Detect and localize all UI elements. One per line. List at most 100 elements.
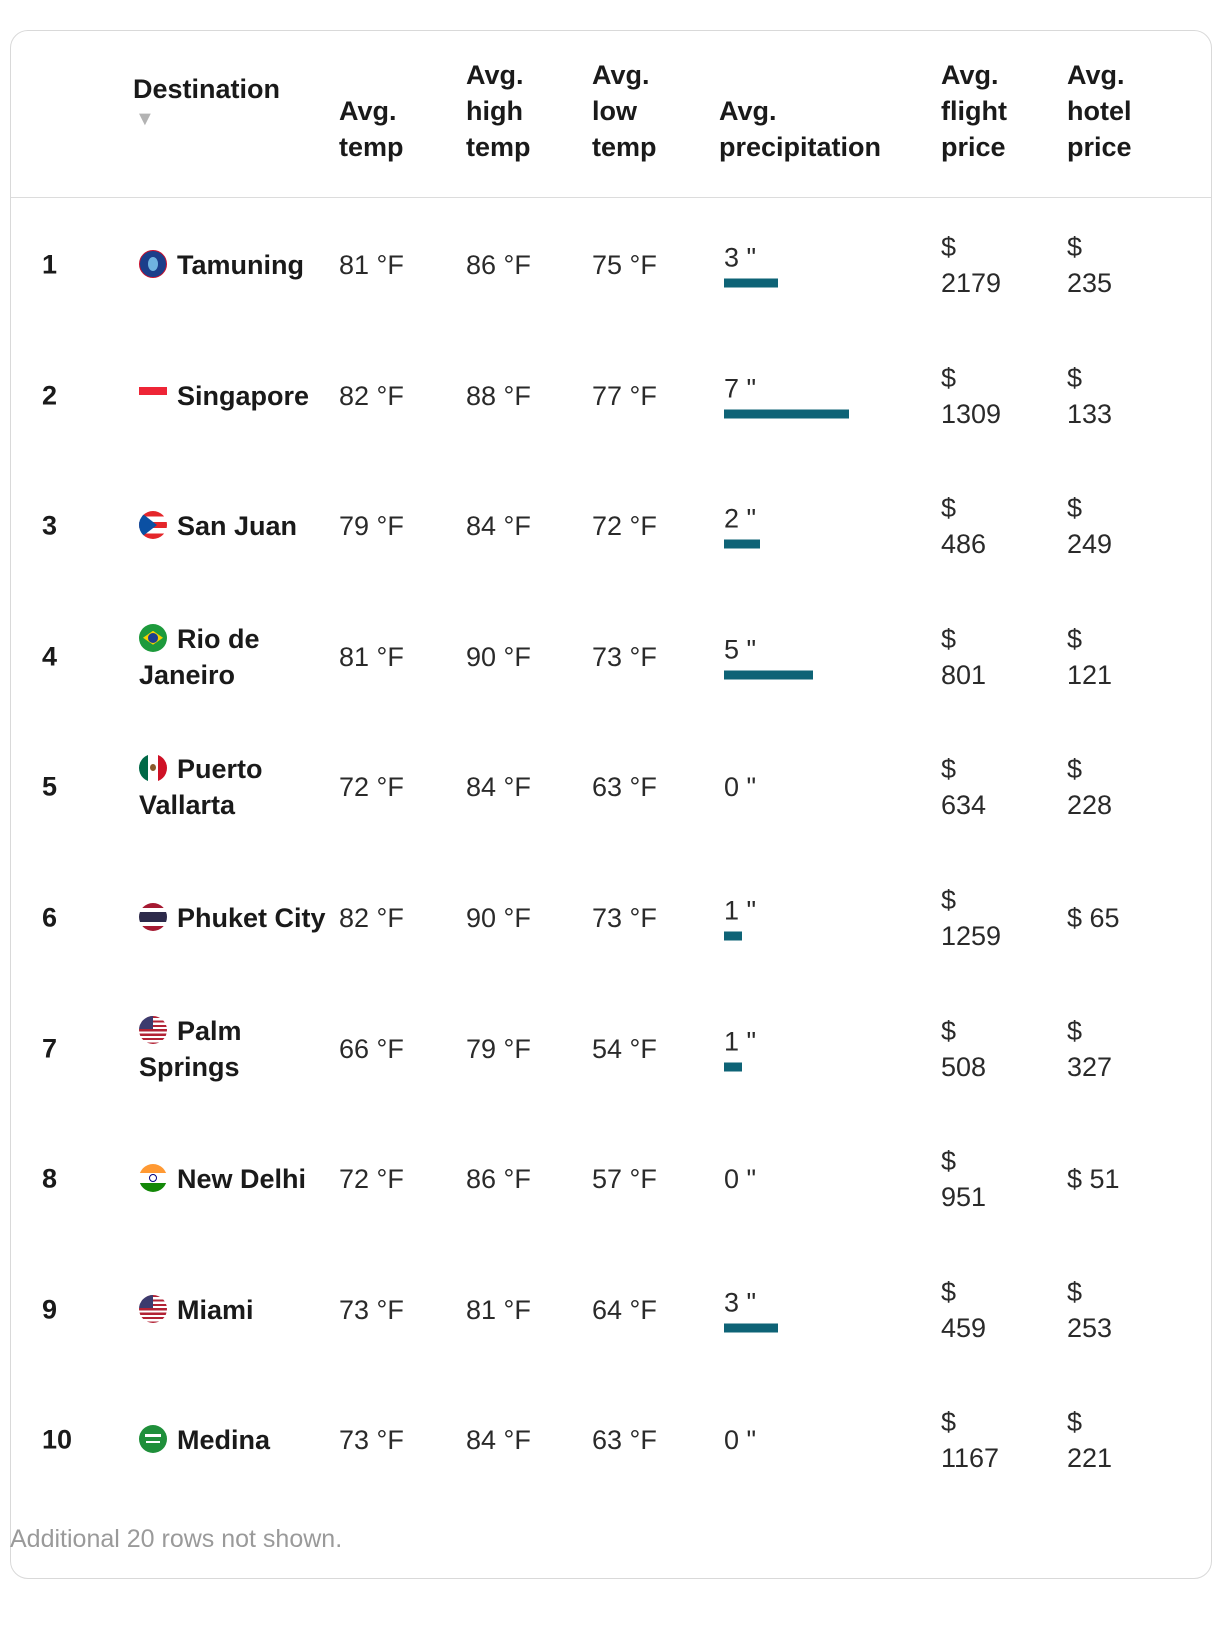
precipitation-value: 0 " xyxy=(724,1425,757,1456)
table-row[interactable]: 9 Miami 73 °F 81 °F 64 °F 3 " $ 459 $ 25… xyxy=(11,1242,1211,1378)
avg-low-temp: 73 °F xyxy=(592,903,657,933)
destination-cell[interactable]: Tamuning xyxy=(139,247,329,283)
avg-flight-price: $ 486 xyxy=(941,493,987,560)
column-header-avg-hotel-price[interactable]: Avg. hotel price xyxy=(1067,60,1132,162)
avg-precipitation: 0 " xyxy=(724,1164,756,1194)
destinations-table: Destination ▼ Avg. temp Avg. high temp A… xyxy=(10,30,1212,1579)
destination-name: San Juan xyxy=(177,511,298,542)
avg-high-temp: 90 °F xyxy=(466,903,531,933)
column-header-avg-temp[interactable]: Avg. temp xyxy=(339,96,404,162)
destination-name: New Delhi xyxy=(177,1164,307,1195)
avg-temp: 81 °F xyxy=(339,641,404,672)
destination-name: Rio de Janeiro xyxy=(139,623,260,690)
table-row[interactable]: 4 Rio de Janeiro 81 °F 90 °F 73 °F 5 " $… xyxy=(11,589,1211,725)
avg-hotel-price: $ 228 xyxy=(1067,754,1113,821)
column-header-destination[interactable]: Destination ▼ xyxy=(133,74,281,130)
destination-cell[interactable]: Puerto Vallarta xyxy=(139,751,329,823)
precipitation-bar xyxy=(724,1323,778,1333)
rank: 7 xyxy=(42,1033,58,1064)
destination-cell[interactable]: Phuket City xyxy=(139,900,329,936)
avg-flight-price: $ 2179 xyxy=(941,232,1002,298)
rank: 1 xyxy=(42,249,58,280)
avg-temp: 79 °F xyxy=(339,511,404,542)
destination-cell[interactable]: Medina xyxy=(139,1422,329,1458)
destination-cell[interactable]: Miami xyxy=(139,1292,329,1328)
avg-temp: 66 °F xyxy=(339,1033,404,1064)
destination-name: Puerto Vallarta xyxy=(139,754,263,821)
precipitation-value: 5 " xyxy=(724,634,757,665)
avg-precipitation: 2 " xyxy=(724,504,760,549)
thailand-flag-icon xyxy=(139,903,177,933)
column-header-avg-precipitation[interactable]: Avg. precipitation xyxy=(719,96,882,162)
table-row[interactable]: 5 Puerto Vallarta 72 °F 84 °F 63 °F 0 " … xyxy=(11,719,1211,855)
table-row[interactable]: 3 San Juan 79 °F 84 °F 72 °F 2 " $ 486 $… xyxy=(11,458,1211,594)
precipitation-value: 0 " xyxy=(724,772,757,803)
footer-note: Additional 20 rows not shown. xyxy=(10,1525,343,1553)
table-row[interactable]: 6 Phuket City 82 °F 90 °F 73 °F 1 " $ 12… xyxy=(11,850,1211,986)
avg-precipitation: 5 " xyxy=(724,634,814,680)
destination-cell[interactable]: Palm Springs xyxy=(139,1013,329,1085)
column-header-avg-low-temp[interactable]: Avg. low temp xyxy=(592,60,657,162)
precipitation-value: 1 " xyxy=(724,1026,757,1057)
avg-precipitation: 3 " xyxy=(724,243,778,288)
table-row[interactable]: 8 New Delhi 72 °F 86 °F 57 °F 0 " $ 951 … xyxy=(11,1111,1211,1247)
destination-name: Tamuning xyxy=(177,250,304,280)
destination-cell[interactable]: Rio de Janeiro xyxy=(139,621,329,693)
avg-high-temp: 86 °F xyxy=(466,250,531,280)
table-row[interactable]: 1 Tamuning 81 °F 86 °F 75 °F 3 " $ 2179 … xyxy=(11,197,1211,333)
column-header-avg-flight-price[interactable]: Avg. flight price xyxy=(941,60,1007,162)
avg-temp: 82 °F xyxy=(339,903,404,933)
avg-temp: 72 °F xyxy=(339,1164,404,1195)
saudi-arabia-flag-icon xyxy=(139,1425,177,1455)
avg-high-temp: 90 °F xyxy=(466,641,531,672)
avg-hotel-price: $ 65 xyxy=(1067,903,1120,933)
avg-low-temp: 73 °F xyxy=(592,641,657,672)
avg-hotel-price: $ 51 xyxy=(1067,1164,1120,1195)
rank: 9 xyxy=(42,1294,58,1325)
usa-flag-icon xyxy=(139,1294,177,1325)
avg-temp: 73 °F xyxy=(339,1425,404,1456)
avg-low-temp: 64 °F xyxy=(592,1294,657,1325)
rank: 2 xyxy=(42,380,58,411)
avg-high-temp: 84 °F xyxy=(466,1425,531,1456)
avg-temp: 81 °F xyxy=(339,250,404,280)
destination-cell[interactable]: New Delhi xyxy=(139,1161,329,1197)
destination-name: Palm Springs xyxy=(139,1015,242,1082)
destination-name: Phuket City xyxy=(177,903,326,933)
avg-hotel-price: $ 221 xyxy=(1067,1407,1113,1474)
avg-precipitation: 3 " xyxy=(724,1287,778,1333)
precipitation-value: 3 " xyxy=(724,242,757,273)
india-flag-icon xyxy=(139,1164,177,1194)
avg-precipitation: 1 " xyxy=(724,896,756,941)
avg-precipitation: 0 " xyxy=(724,1425,756,1455)
precipitation-bar xyxy=(724,931,742,941)
puerto-rico-flag-icon xyxy=(139,511,177,541)
rank: 10 xyxy=(42,1424,73,1455)
table-row[interactable]: 10 Medina 73 °F 84 °F 63 °F 0 " $ 1167 $… xyxy=(11,1372,1211,1508)
avg-temp: 82 °F xyxy=(339,380,404,411)
avg-flight-price: $ 634 xyxy=(941,754,987,821)
rank: 6 xyxy=(42,902,58,933)
avg-flight-price: $ 1259 xyxy=(941,885,1002,951)
avg-precipitation: 0 " xyxy=(724,772,756,802)
avg-hotel-price: $ 249 xyxy=(1067,493,1113,560)
avg-high-temp: 81 °F xyxy=(466,1294,531,1325)
table-row[interactable]: 7 Palm Springs 66 °F 79 °F 54 °F 1 " $ 5… xyxy=(11,981,1211,1117)
rank: 8 xyxy=(42,1163,58,1194)
table-row[interactable]: 2 Singapore 82 °F 88 °F 77 °F 7 " $ 1309… xyxy=(11,328,1211,464)
sort-descending-icon[interactable]: ▼ xyxy=(135,108,155,130)
precipitation-value: 0 " xyxy=(724,1164,757,1195)
avg-flight-price: $ 801 xyxy=(941,623,987,690)
avg-temp: 73 °F xyxy=(339,1294,404,1325)
column-header-avg-high-temp[interactable]: Avg. high temp xyxy=(466,60,531,162)
brazil-flag-icon xyxy=(139,623,177,654)
destination-name: Medina xyxy=(177,1425,271,1456)
precipitation-bar xyxy=(724,539,760,549)
avg-low-temp: 54 °F xyxy=(592,1033,657,1064)
avg-flight-price: $ 1309 xyxy=(941,362,1002,429)
precipitation-bar xyxy=(724,278,778,288)
destination-cell[interactable]: Singapore xyxy=(139,378,329,414)
avg-flight-price: $ 1167 xyxy=(941,1407,1000,1474)
avg-temp: 72 °F xyxy=(339,772,404,803)
destination-cell[interactable]: San Juan xyxy=(139,508,329,544)
